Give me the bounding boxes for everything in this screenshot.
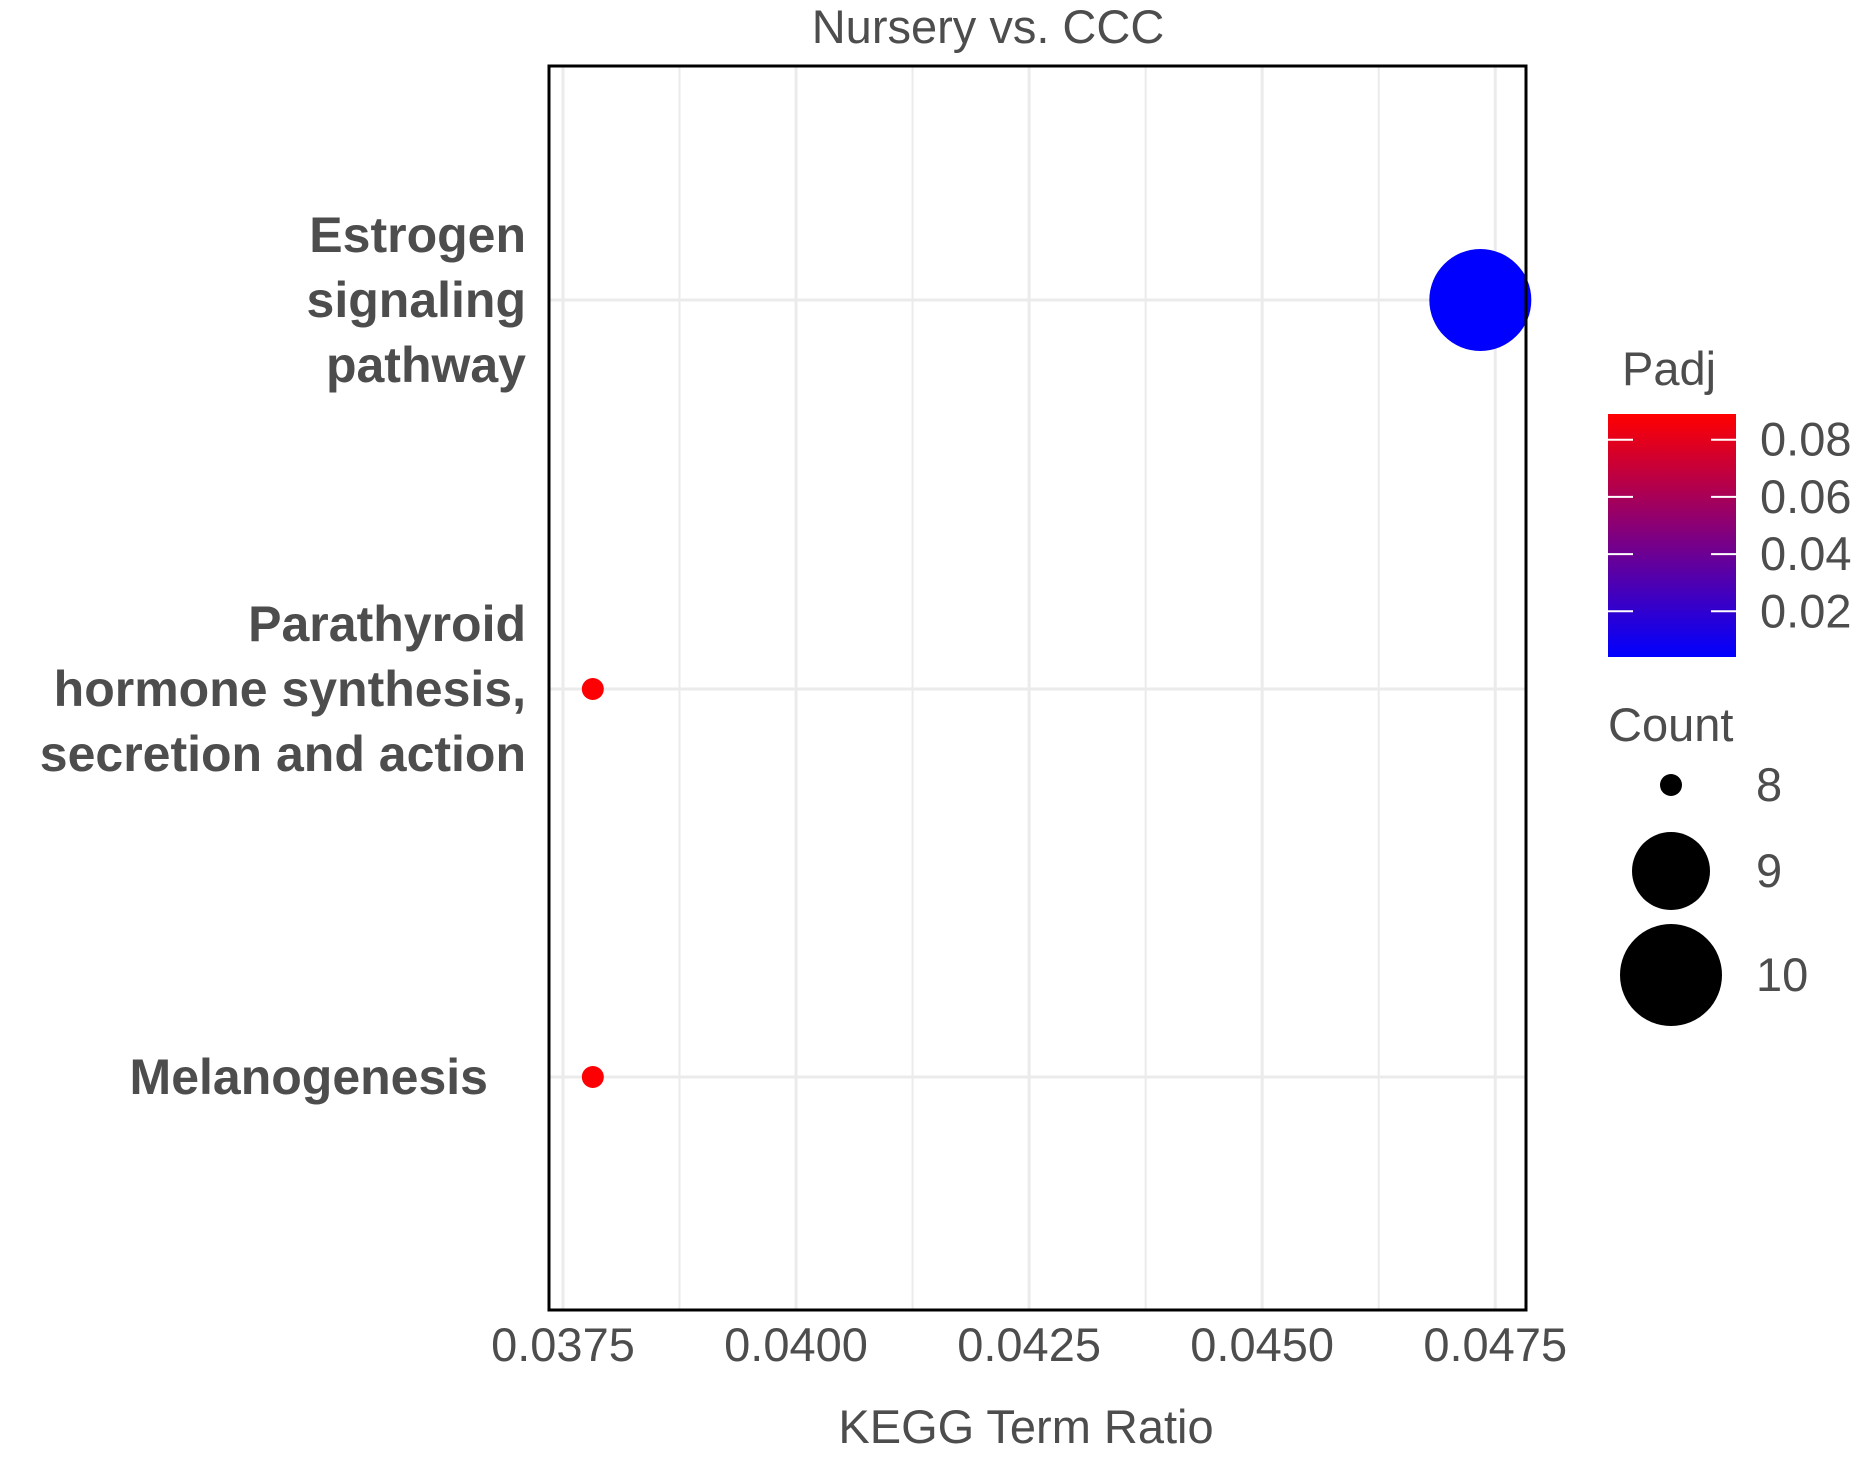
- x-tick-label: 0.0425: [957, 1318, 1101, 1371]
- color-legend: Padj 0.080.060.040.02: [1608, 342, 1851, 657]
- grid: [549, 66, 1526, 1310]
- color-legend-tick-label: 0.04: [1760, 527, 1851, 580]
- data-point: [581, 678, 604, 700]
- data-point: [581, 1066, 604, 1088]
- y-category-label: Parathyroid hormone synthesis, secretion a…: [40, 596, 526, 782]
- data-point: [1429, 249, 1532, 351]
- chart-title: Nursery vs. CCC: [812, 0, 1165, 53]
- x-tick-label: 0.0450: [1190, 1318, 1334, 1371]
- color-legend-tick-label: 0.08: [1760, 413, 1851, 466]
- color-legend-ticks: 0.080.060.040.02: [1608, 413, 1851, 637]
- y-category-label: Estrogen signaling pathway: [307, 207, 527, 393]
- x-tick-label: 0.0475: [1423, 1318, 1567, 1371]
- plot-border: [547, 64, 1528, 1312]
- size-legend-entries: 8 9 10: [1620, 758, 1808, 1026]
- size-legend-symbol: [1660, 774, 1682, 796]
- x-tick-label: 0.0375: [491, 1318, 635, 1371]
- x-axis-label: KEGG Term Ratio: [838, 1400, 1213, 1453]
- y-category-label: Melanogenesis: [130, 1049, 488, 1105]
- color-legend-tick-label: 0.02: [1760, 584, 1851, 637]
- size-legend-label: 9: [1756, 844, 1782, 897]
- x-tick-label: 0.0400: [724, 1318, 868, 1371]
- color-legend-bar: [1608, 414, 1736, 657]
- points-layer: [581, 249, 1532, 1088]
- x-tick-labels: 0.0375 0.0400 0.0425 0.0450 0.0475: [491, 1318, 1567, 1371]
- size-legend-label: 8: [1756, 758, 1782, 811]
- size-legend-title: Count: [1608, 698, 1733, 751]
- y-category-labels: Estrogen signaling pathway Parathyroid hormo…: [40, 207, 526, 1105]
- color-legend-title: Padj: [1622, 342, 1716, 395]
- size-legend-symbol: [1620, 924, 1722, 1026]
- size-legend-symbol: [1632, 832, 1710, 910]
- size-legend-label: 10: [1756, 948, 1808, 1001]
- color-legend-tick-label: 0.06: [1760, 470, 1851, 523]
- size-legend: Count 8 9 10: [1608, 698, 1808, 1026]
